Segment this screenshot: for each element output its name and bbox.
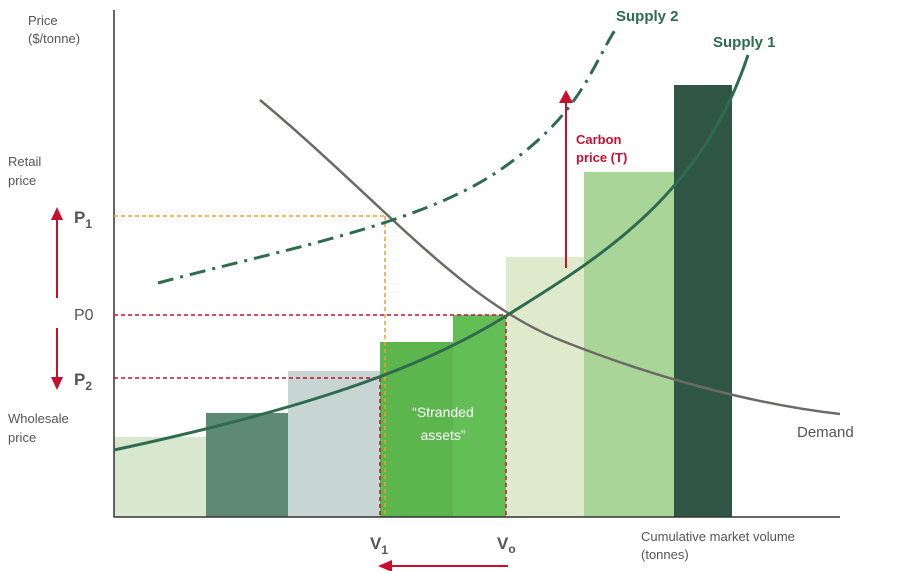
y-axis-label-line2: ($/tonne): [28, 31, 80, 46]
p1-label: P1: [74, 208, 92, 231]
bar-2: [206, 413, 288, 517]
bar-3: [288, 371, 380, 517]
merit-order-bars: [114, 85, 732, 517]
bar-7: [584, 172, 674, 517]
carbon-price-label-line2: price (T): [576, 150, 627, 165]
bar-8: [674, 85, 732, 517]
supply2-label: Supply 2: [616, 8, 679, 25]
bar-5-stranded: [453, 315, 506, 517]
bar-6: [506, 257, 584, 517]
p0-label: P0: [74, 307, 94, 324]
y-axis-label-line1: Price: [28, 13, 58, 28]
supply1-label: Supply 1: [713, 34, 776, 51]
carbon-price-label-line1: Carbon: [576, 132, 622, 147]
retail-price-label-line2: price: [8, 173, 36, 188]
price-range-arrowhead-down: [51, 377, 63, 390]
v0-label: Vo: [497, 534, 516, 556]
x-axis-label-line2: (tonnes): [641, 547, 689, 562]
supply1-curve: [113, 54, 750, 452]
bar-1: [114, 437, 206, 517]
stranded-assets-label-line2: assets”: [420, 427, 465, 443]
wholesale-price-label-line1: Wholesale: [8, 411, 69, 426]
x-axis-label-line1: Cumulative market volume: [641, 529, 795, 544]
price-range-arrowhead-up: [51, 207, 63, 220]
wholesale-price-label-line2: price: [8, 430, 36, 445]
volume-shift-arrowhead: [378, 560, 392, 571]
carbon-price-arrowhead: [559, 90, 573, 103]
stranded-assets-label-line1: “Stranded: [412, 404, 473, 420]
retail-price-label-line1: Retail: [8, 154, 41, 169]
supply2-curve: [157, 29, 617, 285]
demand-curve: [259, 99, 841, 416]
p2-label: P2: [74, 370, 92, 393]
v1-label: V1: [370, 534, 388, 557]
demand-label: Demand: [797, 424, 854, 441]
